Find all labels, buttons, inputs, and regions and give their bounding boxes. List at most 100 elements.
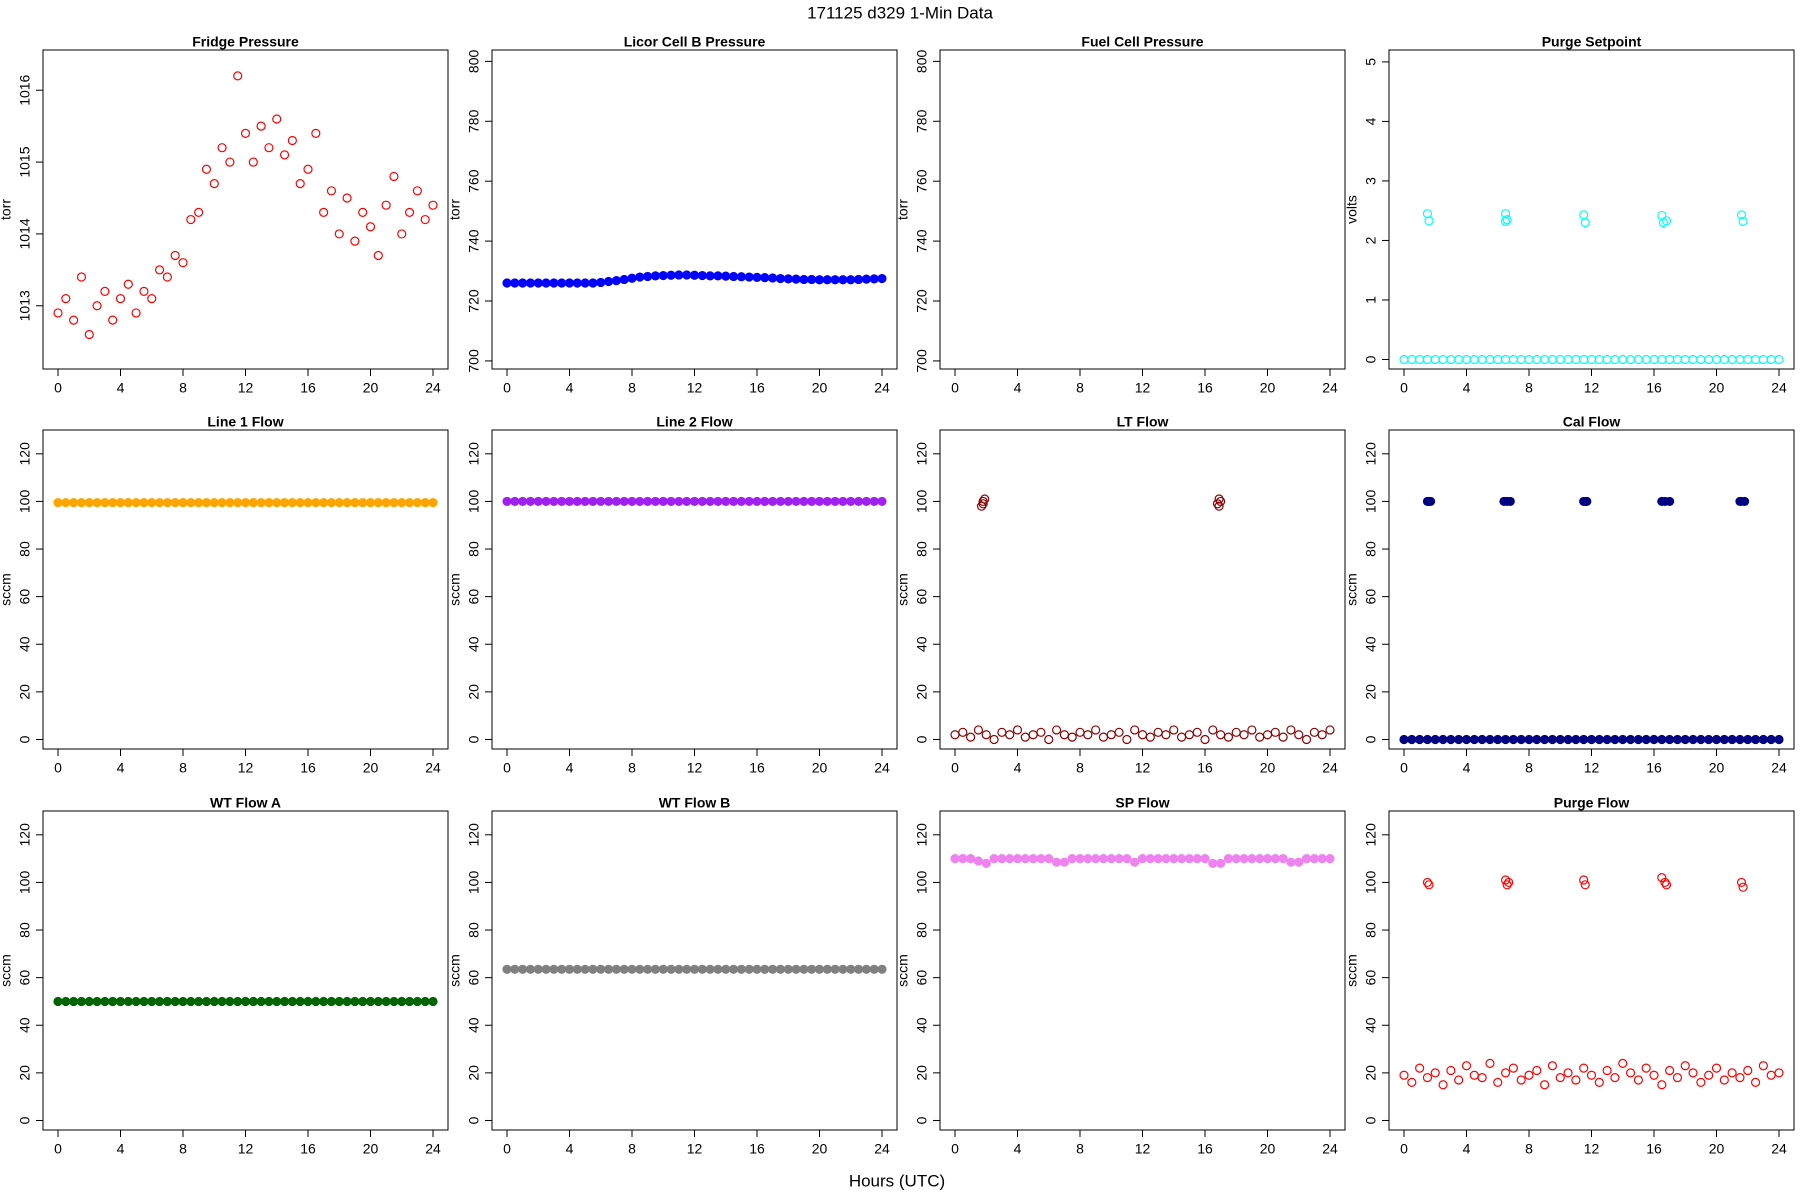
y-tick-label: 80 xyxy=(1363,541,1379,557)
point xyxy=(342,193,352,203)
point xyxy=(721,496,731,507)
point xyxy=(596,964,606,974)
point xyxy=(1586,734,1597,745)
point xyxy=(1625,734,1636,745)
point xyxy=(279,150,290,160)
point xyxy=(61,498,71,508)
point xyxy=(295,498,305,508)
y-tick-label: 120 xyxy=(466,823,482,847)
point xyxy=(981,730,991,740)
y-tick-label: 2 xyxy=(1363,236,1379,244)
point xyxy=(209,996,219,1007)
x-tick-label: 12 xyxy=(1135,380,1151,396)
x-tick-label: 20 xyxy=(1260,380,1276,396)
point xyxy=(1153,854,1163,864)
point xyxy=(365,498,376,508)
point xyxy=(131,308,141,318)
panel-title: Purge Flow xyxy=(1554,795,1630,811)
x-tick-label: 0 xyxy=(503,1141,511,1157)
point xyxy=(1680,734,1690,745)
point xyxy=(1540,734,1550,745)
point xyxy=(358,996,368,1007)
point xyxy=(853,274,864,285)
point xyxy=(596,277,606,288)
point xyxy=(1161,854,1171,864)
point xyxy=(217,996,227,1007)
y-axis-label: sccm xyxy=(895,573,911,606)
point xyxy=(822,964,832,974)
points xyxy=(502,496,887,507)
y-tick-label: 120 xyxy=(914,442,930,466)
point xyxy=(131,498,141,508)
point xyxy=(53,308,63,318)
point xyxy=(611,964,621,974)
point xyxy=(1661,216,1672,226)
point xyxy=(1719,734,1729,745)
point xyxy=(1407,1077,1417,1087)
point xyxy=(311,996,321,1007)
point xyxy=(869,964,879,974)
x-tick-label: 4 xyxy=(566,760,574,776)
point xyxy=(1688,734,1698,745)
point xyxy=(853,964,864,974)
point xyxy=(1278,854,1288,864)
point xyxy=(580,278,590,288)
x-tick-label: 20 xyxy=(1709,760,1725,776)
point xyxy=(201,164,212,174)
point xyxy=(830,964,840,974)
point xyxy=(84,498,94,508)
point xyxy=(358,207,368,217)
point xyxy=(123,498,133,508)
point xyxy=(350,236,360,246)
point xyxy=(154,996,165,1007)
x-tick-label: 4 xyxy=(117,760,125,776)
x-tick-label: 8 xyxy=(179,380,187,396)
panel-title: WT Flow B xyxy=(659,795,731,811)
panel: Purge Flow sccm 0 4 8 12 16 20 24 0 20 40 60 80 100 120 xyxy=(1344,795,1795,1157)
point xyxy=(147,498,157,508)
point xyxy=(1766,734,1776,745)
points xyxy=(1399,496,1784,745)
point xyxy=(1083,730,1093,740)
point xyxy=(209,498,219,508)
point xyxy=(744,272,754,282)
point xyxy=(1005,854,1015,864)
y-tick-label: 40 xyxy=(466,1017,482,1033)
point xyxy=(1200,854,1210,864)
point xyxy=(350,996,360,1007)
point xyxy=(728,496,739,507)
point xyxy=(123,996,133,1007)
point xyxy=(287,498,297,508)
x-tick-label: 12 xyxy=(1584,760,1600,776)
point xyxy=(1610,1073,1620,1083)
point xyxy=(428,996,438,1007)
point xyxy=(1212,499,1223,509)
point xyxy=(1454,734,1464,745)
point xyxy=(807,274,817,285)
y-tick-label: 20 xyxy=(914,1065,930,1081)
point xyxy=(846,964,856,974)
point xyxy=(264,143,274,153)
point xyxy=(1399,734,1409,745)
point xyxy=(1262,854,1273,864)
y-tick-label: 0 xyxy=(466,735,482,743)
point xyxy=(381,996,391,1007)
x-tick-label: 0 xyxy=(951,380,959,396)
point xyxy=(666,270,676,280)
point xyxy=(170,996,180,1007)
point xyxy=(1091,854,1101,864)
x-tick-label: 12 xyxy=(687,380,703,396)
point xyxy=(1067,732,1077,742)
point xyxy=(572,278,582,288)
point xyxy=(225,498,235,508)
x-tick-label: 8 xyxy=(628,760,636,776)
point xyxy=(736,496,746,507)
point xyxy=(1582,496,1592,507)
point xyxy=(978,499,988,509)
point xyxy=(541,278,551,288)
y-tick-label: 20 xyxy=(1363,684,1379,700)
point xyxy=(997,854,1007,864)
point xyxy=(1649,1070,1659,1080)
point xyxy=(1649,734,1659,745)
